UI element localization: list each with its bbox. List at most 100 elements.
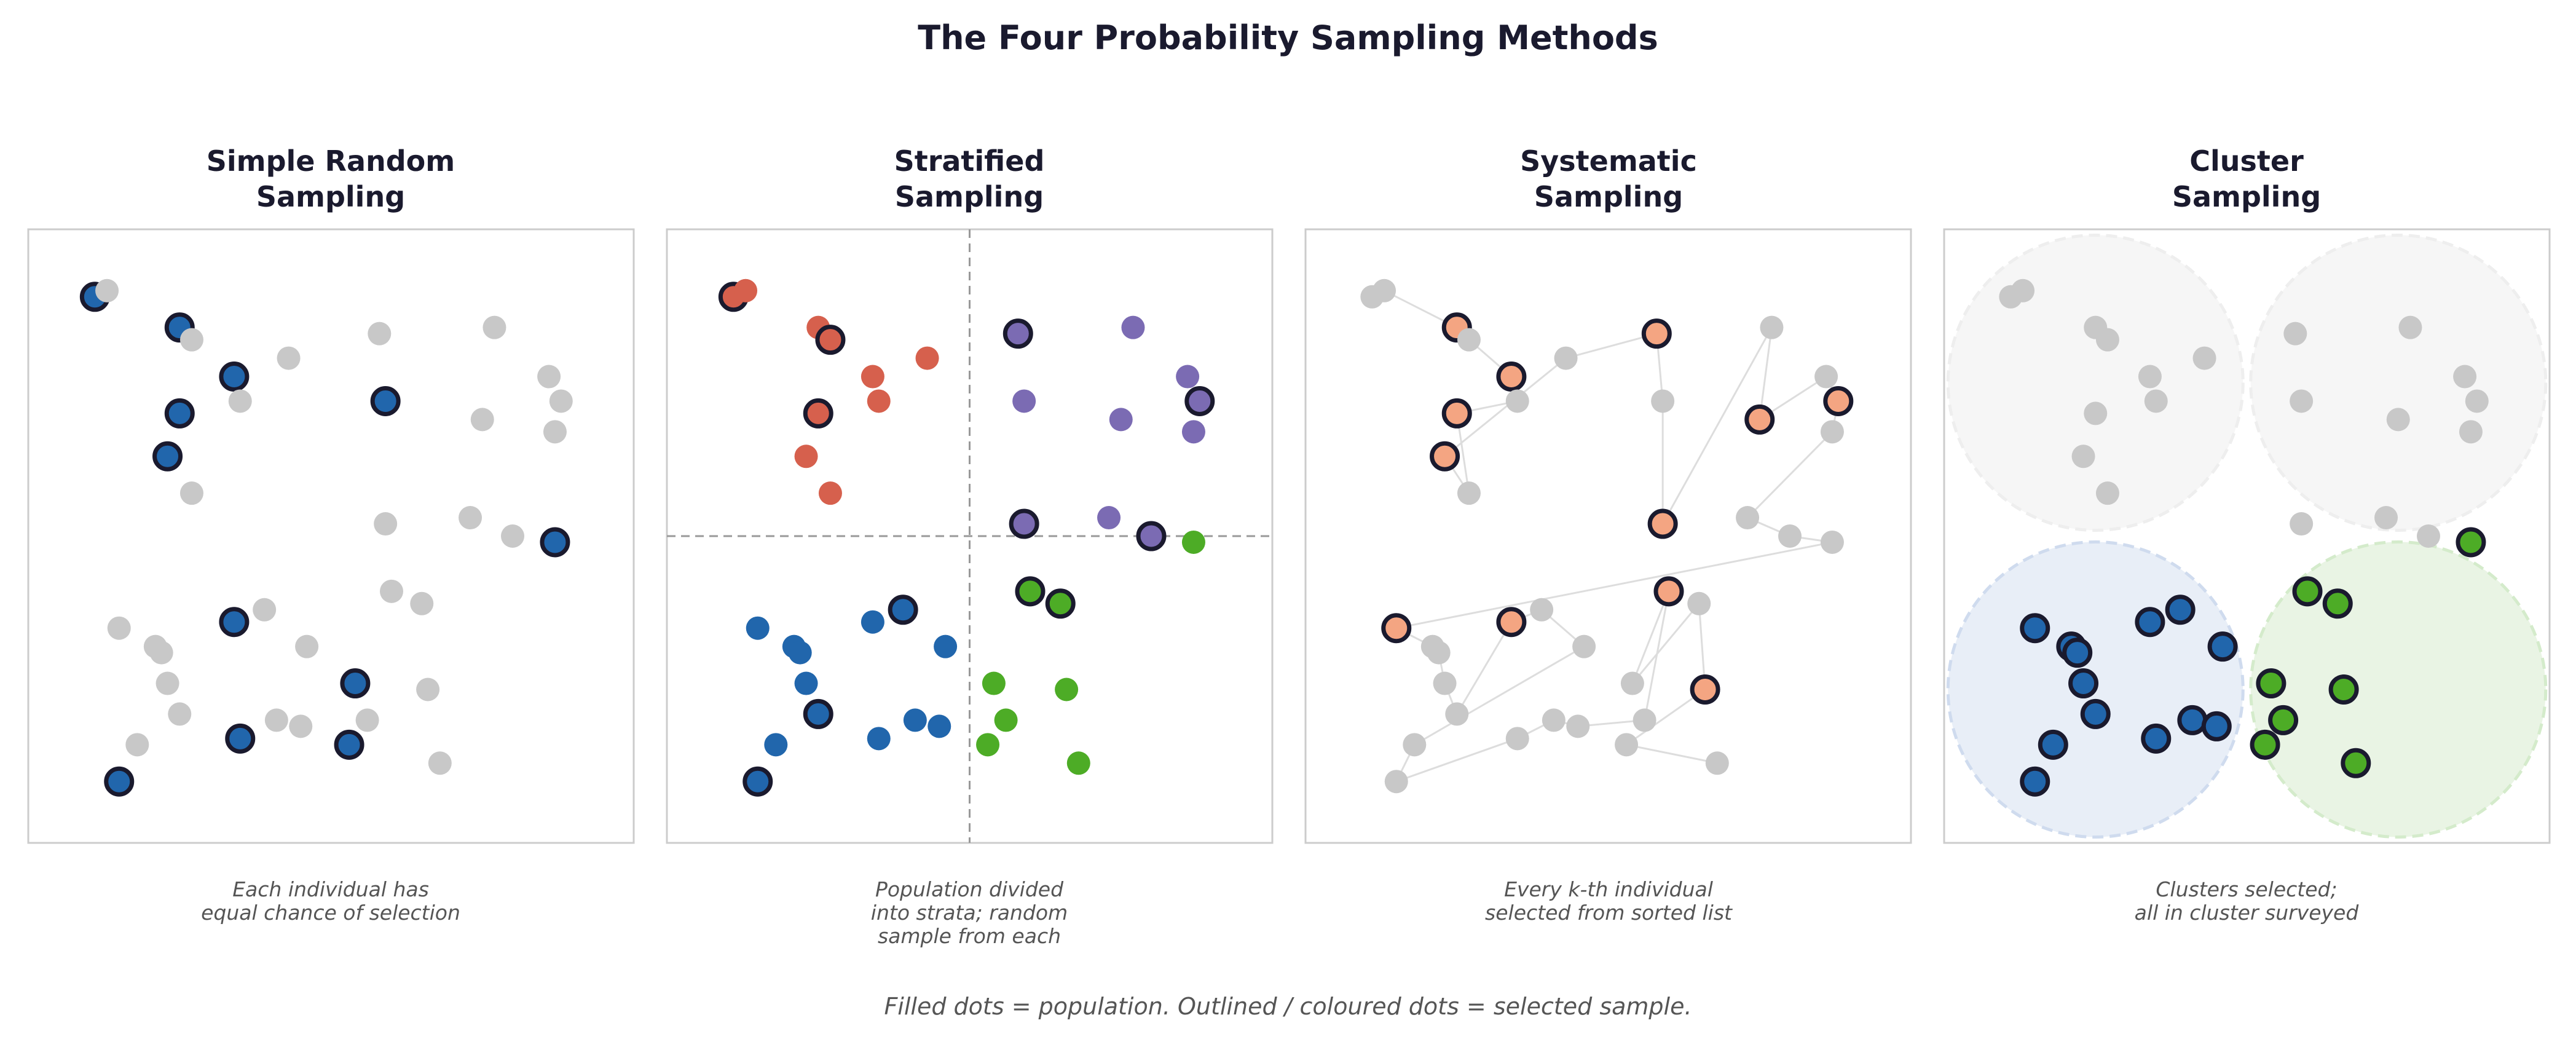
stratum-dot (1121, 315, 1145, 339)
selected-sample-dot (152, 441, 183, 472)
population-dot (1433, 671, 1457, 695)
caption-line: Each individual has (232, 877, 429, 901)
selected-sample-dot (2250, 729, 2280, 760)
population-dot (355, 708, 379, 732)
caption-cluster: Clusters selected; all in cluster survey… (1942, 878, 2551, 925)
selected-sample-dot (1184, 385, 1215, 416)
population-dot (2084, 401, 2108, 425)
caption-line: Clusters selected; (2156, 877, 2338, 901)
population-dot (483, 315, 506, 339)
selected-sample-dot (2020, 613, 2050, 644)
stratum-dot (982, 671, 1006, 695)
caption-line: into strata; random (870, 901, 1068, 925)
panel-frame-systematic (1304, 228, 1912, 844)
population-dot (1445, 702, 1469, 726)
stratum-dot (1181, 530, 1205, 554)
stratum-dot (976, 733, 1000, 757)
population-dot (2283, 322, 2307, 346)
panel-frame-cluster (1943, 228, 2551, 844)
stratum-dot (915, 346, 939, 370)
caption-line: all in cluster surveyed (2134, 901, 2359, 925)
population-dot (253, 598, 277, 622)
population-dot (277, 346, 301, 370)
selected-sample-dot (2456, 527, 2486, 558)
selected-sample-dot (1647, 508, 1678, 539)
selected-sample-dot (2201, 711, 2232, 741)
selected-sample-dot (2341, 748, 2371, 778)
selected-sample-dot (803, 398, 833, 429)
population-dot (1572, 634, 1596, 658)
population-dot (2398, 315, 2422, 339)
figure-footer-note: Filled dots = population. Outlined / col… (884, 993, 1692, 1020)
selected-sample-dot (1653, 576, 1684, 607)
selected-sample-dot (2328, 674, 2359, 705)
population-dot (1760, 315, 1784, 339)
population-dot (1403, 733, 1427, 757)
population-dot (368, 322, 392, 346)
population-dot (107, 616, 131, 640)
population-dot (428, 751, 452, 775)
population-dot (2374, 506, 2398, 530)
panel-title-line: Sampling (1534, 180, 1684, 213)
selected-sample-dot (815, 325, 846, 355)
panel-title-line: Simple Random (206, 144, 455, 178)
population-dot (2290, 389, 2314, 413)
selected-sample-dot (219, 362, 250, 392)
population-dot (264, 708, 288, 732)
stratum-dot (867, 389, 891, 413)
population-dot (168, 702, 192, 726)
panel-title-simple-random: Simple Random Sampling (26, 143, 635, 215)
selected-sample-dot (104, 766, 135, 797)
panel-title-stratified: Stratified Sampling (665, 143, 1274, 215)
selected-sample-dot (1823, 385, 1854, 416)
caption-systematic: Every k-th individual selected from sort… (1304, 878, 1913, 925)
population-dot (1705, 751, 1729, 775)
selected-sample-dot (2292, 576, 2323, 607)
panel-title-line: Systematic (1520, 144, 1697, 178)
panel-title-systematic: Systematic Sampling (1304, 143, 1913, 215)
population-dot (289, 714, 313, 738)
stratum-dot (1066, 751, 1090, 775)
population-dot (179, 481, 203, 505)
population-dot (149, 641, 173, 665)
stratum-dot (1055, 678, 1079, 701)
stratum-dot (764, 733, 788, 757)
stratum-dot (861, 610, 884, 634)
selected-sample-dot (2256, 668, 2286, 699)
selected-sample-dot (2068, 668, 2099, 699)
stratum-dot (934, 634, 958, 658)
caption-line: equal chance of selection (201, 901, 460, 925)
population-dot (228, 389, 252, 413)
sorted-list-path (1371, 290, 1840, 783)
population-dot (1820, 420, 1844, 444)
stratum-dot (1097, 506, 1121, 530)
panel-title-line: Sampling (894, 180, 1044, 213)
selected-sample-dot (2207, 631, 2238, 662)
selected-sample-dot (2177, 705, 2208, 735)
population-dot (1542, 708, 1566, 732)
population-dot (1820, 530, 1844, 554)
selected-sample-dot (2165, 595, 2196, 625)
population-dot (2465, 389, 2489, 413)
population-dot (2453, 365, 2477, 389)
population-dot (1427, 641, 1451, 665)
stratum-dot (788, 641, 812, 665)
selected-sample-dot (2038, 729, 2068, 760)
selected-sample-dot (1136, 521, 1167, 551)
population-dot (1651, 389, 1675, 413)
population-dot (1687, 591, 1711, 615)
selected-sample-dot (334, 729, 364, 760)
population-dot (2417, 524, 2440, 548)
population-dot (295, 634, 319, 658)
panel-title-line: Stratified (894, 144, 1045, 178)
population-dot (156, 671, 179, 695)
selected-sample-dot (2322, 588, 2353, 619)
population-dot (2011, 279, 2035, 302)
population-dot (1457, 328, 1481, 352)
population-dot (1530, 598, 1554, 622)
population-dot (125, 733, 149, 757)
population-dot (410, 591, 434, 615)
population-dot (549, 389, 573, 413)
population-dot (470, 408, 494, 432)
selected-sample-dot (1002, 318, 1033, 349)
